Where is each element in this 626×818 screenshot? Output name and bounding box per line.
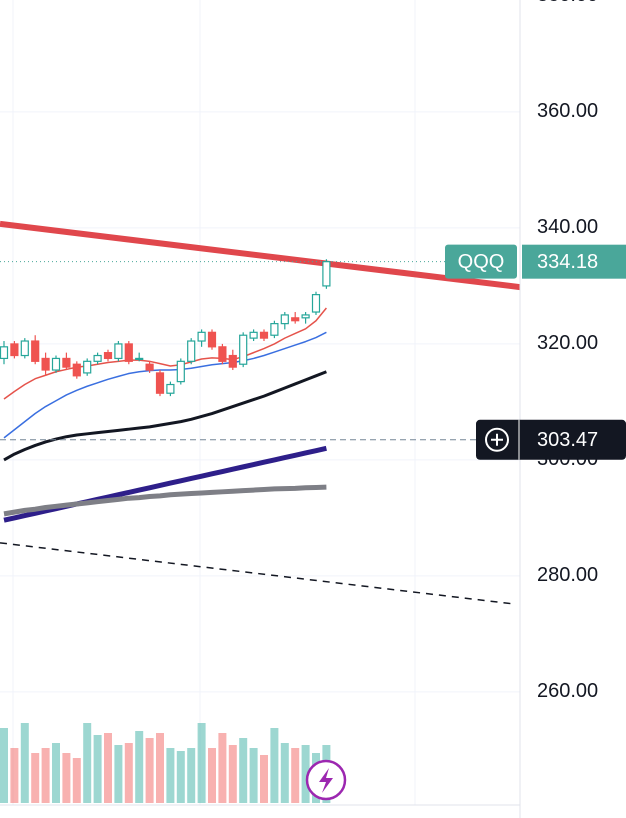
volume-bar	[93, 735, 102, 803]
candle-body	[0, 346, 9, 360]
add-alert-circle[interactable]	[485, 427, 509, 452]
volume-bar	[166, 748, 175, 803]
volume-bar	[83, 723, 92, 803]
last-price-label: 334.18	[537, 251, 598, 273]
price-axis: 260.00280.00300.00320.00340.00360.00380.…	[537, 0, 598, 702]
volume-bar	[260, 755, 268, 803]
volume-bar	[124, 743, 133, 803]
volume-bar	[156, 733, 164, 803]
candle-body	[83, 360, 92, 374]
candle-body	[218, 346, 227, 362]
candle-body	[239, 334, 248, 365]
candle-body	[301, 314, 310, 319]
crosshair-badge	[476, 419, 626, 460]
candle-body	[228, 354, 237, 368]
volume-bar	[104, 733, 112, 803]
y-tick-label: 360.00	[537, 100, 598, 122]
candle-body	[280, 314, 289, 325]
volume-bar	[41, 748, 50, 803]
volume-bar	[249, 748, 258, 803]
candle-body	[62, 357, 71, 368]
candle-body	[249, 331, 258, 339]
y-tick-label: 340.00	[537, 216, 598, 238]
volume-bar	[239, 738, 248, 803]
volume-bar	[145, 738, 154, 803]
volume-bar	[280, 743, 289, 803]
candle-body	[31, 340, 40, 362]
volume-bar	[197, 723, 206, 803]
candle-body	[145, 363, 154, 371]
candle-body	[259, 331, 269, 339]
moving-average-line	[3, 331, 327, 439]
candle-body	[176, 360, 185, 383]
symbol-badge	[445, 244, 517, 279]
volume-bar	[10, 748, 19, 803]
candle-body	[93, 354, 102, 362]
add-alert-button[interactable]	[485, 427, 509, 452]
moving-average-line	[3, 307, 327, 400]
y-tick-label: 280.00	[537, 564, 598, 586]
lightning-icon[interactable]	[319, 768, 333, 793]
candle-body	[270, 323, 279, 336]
y-tick-label: 260.00	[537, 680, 598, 702]
candle-body	[291, 317, 300, 322]
candle-body	[322, 261, 331, 287]
moving-average-line	[3, 445, 327, 523]
candle-body	[103, 352, 113, 360]
candle-body	[20, 340, 29, 357]
lightning-button[interactable]	[305, 759, 347, 801]
candle-body	[41, 357, 50, 371]
y-tick-label: 320.00	[537, 332, 598, 354]
volume-bar	[228, 745, 237, 803]
volume-bar	[208, 748, 216, 803]
volume-bar	[135, 731, 144, 803]
candle-body	[166, 383, 175, 394]
candle-body	[135, 357, 144, 361]
volume-bar	[187, 748, 196, 803]
candle-body	[311, 294, 321, 313]
volume-bar	[20, 723, 29, 803]
grid	[0, 0, 520, 805]
volume-bar	[0, 728, 8, 803]
candle-body	[197, 331, 206, 342]
candle-body	[207, 331, 217, 348]
price-badges: QQQ 334.18 303.47	[445, 244, 626, 460]
volume-bar	[176, 751, 185, 803]
last-price-badge	[522, 244, 626, 279]
trendline	[0, 220, 520, 291]
volume-bar	[291, 748, 300, 803]
volume-bar	[62, 753, 71, 803]
crosshair-label: 303.47	[537, 429, 598, 451]
volume-bar	[218, 733, 227, 803]
candle-body	[155, 372, 165, 394]
candle-body	[72, 363, 81, 377]
moving-average-line	[3, 484, 327, 517]
volume-bar	[270, 728, 279, 803]
plot-area	[0, 220, 520, 803]
volume-bar	[72, 758, 81, 803]
candle-body	[51, 357, 61, 371]
volume-bar	[301, 745, 310, 803]
candle-body	[10, 343, 19, 357]
y-tick-label: 380.00	[537, 0, 598, 6]
volume-bar	[52, 743, 60, 803]
candle-body	[124, 343, 133, 362]
candle-body	[187, 340, 196, 362]
volume-bar	[31, 753, 40, 803]
candle-body	[114, 343, 123, 360]
volume-bar	[114, 745, 123, 803]
symbol-label: QQQ	[458, 251, 505, 273]
dashed-trendline	[0, 542, 513, 605]
add-alert-plus[interactable]	[491, 433, 503, 446]
moving-average-line	[3, 370, 327, 462]
